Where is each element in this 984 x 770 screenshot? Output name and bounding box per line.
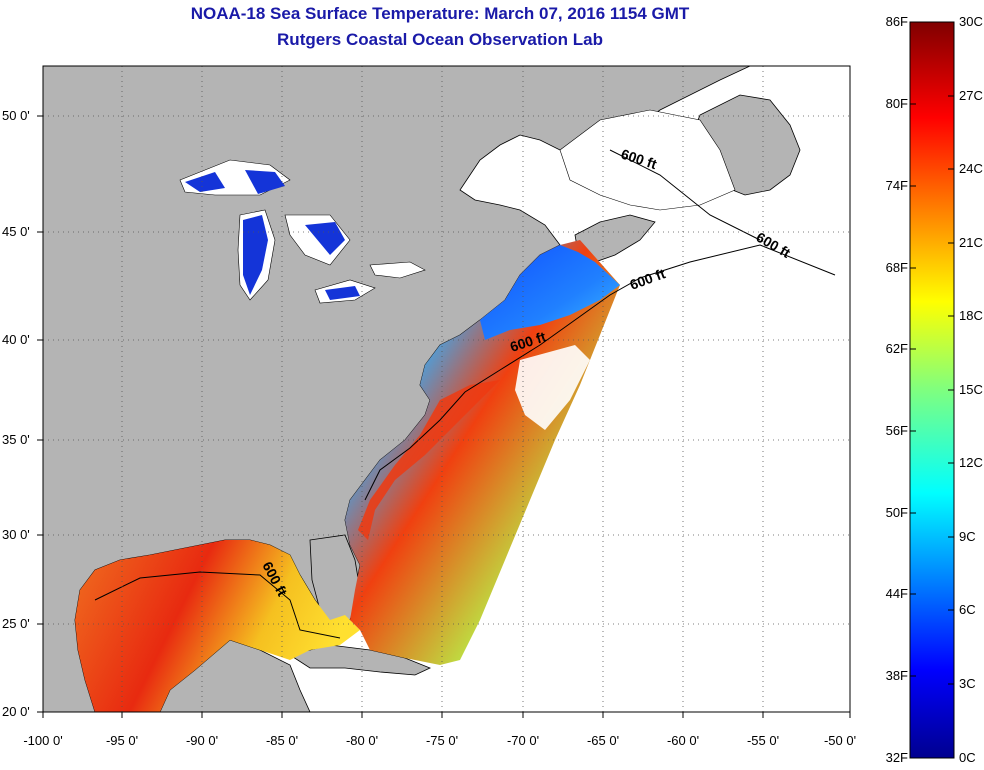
y-tick-label: 45 0': [2, 224, 30, 239]
y-tick-label: 25 0': [2, 616, 30, 631]
colorbar-f-label: 32F: [885, 750, 908, 765]
gulf-st-lawrence-white: [559, 109, 736, 211]
x-tick-label: -65 0': [586, 733, 620, 748]
gulf-of-maine-sst: [480, 245, 620, 340]
colorbar-c-label: 27C: [959, 88, 983, 103]
atlantic-sst-swath: [345, 240, 620, 665]
colorbar-c-label: 0C: [959, 750, 976, 765]
x-tick-label: -70 0': [506, 733, 540, 748]
map-border: [42, 65, 851, 713]
y-tick-label: 30 0': [2, 527, 30, 542]
cloud-patch: [515, 345, 590, 430]
colorbar: [909, 21, 955, 759]
colorbar-f-label: 68F: [885, 260, 908, 275]
x-tick-label: -80 0': [345, 733, 379, 748]
colorbar-c-label: 9C: [959, 529, 976, 544]
colorbar-c-label: 24C: [959, 161, 983, 176]
colorbar-c-label: 12C: [959, 455, 983, 470]
colorbar-f-label: 50F: [885, 505, 908, 520]
colorbar-c-label: 3C: [959, 676, 976, 691]
colorbar-ticks: [910, 95, 954, 685]
y-tick-label: 35 0': [2, 432, 30, 447]
map-subtitle: Rutgers Coastal Ocean Observation Lab: [277, 30, 603, 49]
y-tick-label: 50 0': [2, 108, 30, 123]
colorbar-f-label: 80F: [885, 96, 908, 111]
depth-contours: [94, 149, 836, 639]
tick-marks: [37, 115, 851, 718]
x-tick-label: -55 0': [746, 733, 780, 748]
map-area: 600 ft 600 ft 600 ft 600 ft 600 ft: [37, 65, 851, 718]
y-tick-label: 40 0': [2, 332, 30, 347]
gulf-of-mexico-sst: [75, 540, 360, 712]
colorbar-c-label: 18C: [959, 308, 983, 323]
colorbar-c-label: 21C: [959, 235, 983, 250]
colorbar-c-label: 15C: [959, 382, 983, 397]
great-lakes-sst: [185, 170, 360, 300]
y-tick-label: 20 0': [2, 704, 30, 719]
colorbar-c-label: 6C: [959, 602, 976, 617]
colorbar-f-label: 44F: [885, 586, 908, 601]
x-tick-label: -75 0': [425, 733, 459, 748]
colorbar-f-label: 56F: [885, 423, 908, 438]
colorbar-f-label: 86F: [885, 14, 908, 29]
colorbar-f-label: 74F: [885, 178, 908, 193]
x-tick-label: -50 0': [823, 733, 857, 748]
x-tick-label: -90 0': [185, 733, 219, 748]
colorbar-gradient: [909, 21, 955, 759]
colorbar-f-label: 38F: [885, 668, 908, 683]
map-title: NOAA-18 Sea Surface Temperature: March 0…: [190, 4, 690, 23]
x-tick-label: -60 0': [666, 733, 700, 748]
x-tick-label: -100 0': [23, 733, 63, 748]
cuba-land: [289, 644, 432, 676]
x-tick-label: -95 0': [105, 733, 139, 748]
colorbar-c-label: 30C: [959, 14, 983, 29]
colorbar-f-label: 62F: [885, 341, 908, 356]
x-tick-label: -85 0': [265, 733, 299, 748]
